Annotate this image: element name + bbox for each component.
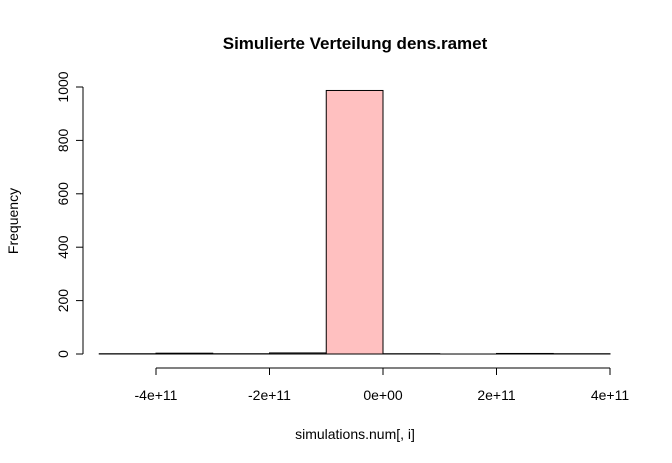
y-tick-label: 0 [55, 350, 71, 358]
x-tick-label: -2e+11 [248, 387, 291, 403]
x-tick-label: 2e+11 [477, 387, 515, 403]
x-tick-label: 4e+11 [591, 387, 629, 403]
y-tick-label: 400 [55, 235, 71, 259]
x-tick-label: -4e+11 [135, 387, 178, 403]
chart-title: Simulierte Verteilung dens.ramet [223, 34, 488, 53]
y-tick-label: 800 [55, 129, 71, 153]
histogram-bar [269, 352, 327, 355]
y-tick-label: 200 [55, 289, 71, 313]
y-axis-label: Frequency [5, 188, 21, 254]
y-axis: 0 200 400 600 800 1000 [55, 71, 84, 358]
x-axis: -4e+11 -2e+11 0e+00 2e+11 4e+11 [135, 367, 629, 403]
histogram-bar [155, 352, 214, 355]
y-tick-label: 1000 [55, 71, 71, 102]
histogram-bar [325, 89, 384, 355]
x-axis-label: simulations.num[, i] [295, 426, 415, 442]
bars-group [98, 89, 611, 355]
histogram-bar [496, 352, 554, 355]
y-tick-label: 600 [55, 182, 71, 206]
x-tick-label: 0e+00 [363, 387, 403, 403]
